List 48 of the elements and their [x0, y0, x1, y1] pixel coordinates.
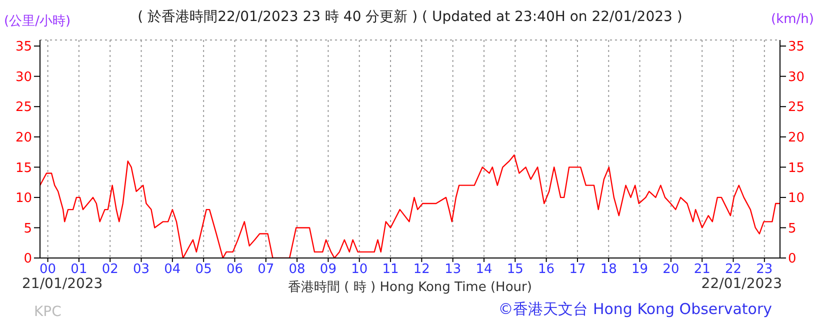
- text: 21/01/2023: [22, 276, 103, 292]
- x-tick-label: 08: [288, 262, 306, 278]
- text: 22/01/2023: [701, 276, 782, 292]
- x-tick-label: 18: [600, 262, 617, 278]
- text: ©香港天文台 Hong Kong Observatory: [498, 300, 772, 319]
- y2-tick-label: 25: [788, 100, 805, 116]
- x-tick-label: 14: [476, 262, 492, 278]
- chart-title: ( 於香港時間22/01/2023 23 時 40 分更新 ) ( Updated at 23:40H on 22/01/2023 ): [138, 9, 682, 25]
- x-tick-label: 20: [662, 262, 680, 278]
- y-tick-label: 30: [15, 70, 32, 85]
- x-tick-label: 19: [632, 262, 648, 278]
- y-tick-label: 0: [24, 252, 32, 267]
- y-tick-label: 5: [24, 221, 32, 236]
- y-axis-title: (公里/小時): [4, 13, 71, 30]
- x-tick-label: 16: [538, 262, 555, 278]
- y2-tick-label: 10: [788, 191, 805, 206]
- x-tick-label: 03: [132, 262, 150, 278]
- x-tick-label: 06: [226, 262, 244, 278]
- x-tick-label: 21: [694, 262, 710, 278]
- x-tick-label: 15: [506, 262, 524, 278]
- x-tick-label: 12: [413, 262, 430, 278]
- x-axis-title: 香港時間 ( 時 ) Hong Kong Time (Hour): [288, 280, 532, 295]
- y2-tick-label: 15: [788, 160, 805, 176]
- x-tick-label: 01: [70, 262, 88, 278]
- y-tick-label: 35: [15, 40, 32, 55]
- x-tick-label: 13: [444, 262, 462, 278]
- y2-tick-label: 35: [788, 40, 805, 55]
- y-tick-label: 15: [15, 160, 32, 176]
- y2-axis-title: (km/h): [771, 12, 814, 27]
- text: KPC: [34, 304, 62, 320]
- x-tick-label: 17: [569, 262, 586, 278]
- x-tick-label: 22: [724, 262, 742, 278]
- y2-tick-label: 30: [788, 70, 805, 85]
- x-tick-label: 04: [164, 262, 181, 278]
- x-tick-label: 02: [102, 262, 118, 278]
- y-tick-label: 25: [15, 100, 32, 116]
- x-tick-label: 23: [756, 262, 773, 278]
- y-tick-label: 10: [15, 191, 32, 206]
- y2-tick-label: 20: [788, 130, 805, 146]
- y2-tick-label: 0: [788, 252, 796, 267]
- y-tick-label: 20: [15, 130, 32, 146]
- x-tick-label: 07: [258, 262, 274, 278]
- x-tick-label: 11: [382, 262, 399, 278]
- x-tick-label: 05: [195, 262, 212, 278]
- x-tick-label: 10: [351, 262, 368, 278]
- x-tick-label: 00: [40, 262, 56, 278]
- y2-tick-label: 5: [788, 221, 796, 236]
- x-tick-label: 09: [320, 262, 336, 278]
